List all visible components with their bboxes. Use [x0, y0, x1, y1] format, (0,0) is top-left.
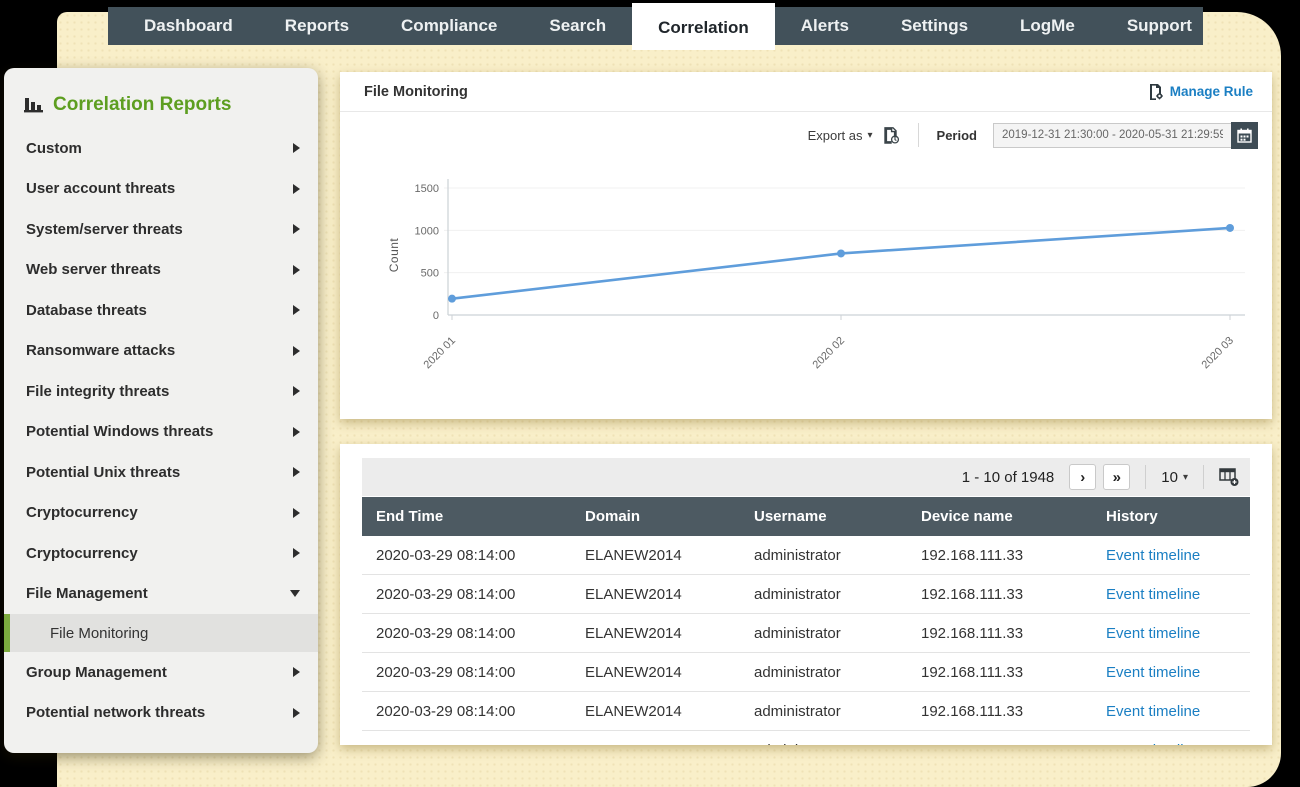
- chevron-right-icon: [293, 707, 300, 718]
- pagination-range: 1 - 10 of 1948: [961, 468, 1055, 486]
- table-row: 2020-03-29 08:14:00 ELANEW2014 administr…: [362, 575, 1250, 614]
- sidebar-item-web-server-threats[interactable]: Web server threats: [4, 250, 318, 291]
- chevron-right-icon: [293, 507, 300, 518]
- rule-settings-icon: [1149, 83, 1163, 100]
- next-page-button[interactable]: ›: [1069, 464, 1097, 490]
- report-table-panel: 1 - 10 of 1948 › » 10 ▾ End Time Domain …: [340, 444, 1272, 745]
- tab-reports[interactable]: Reports: [284, 16, 350, 35]
- chevron-right-icon: [293, 467, 300, 478]
- chevron-right-icon: [293, 143, 300, 154]
- period-range-input[interactable]: [993, 122, 1231, 148]
- table-row: 2020-03-29 08:14:00 ELANEW2014 administr…: [362, 653, 1250, 692]
- tab-logme[interactable]: LogMe: [1020, 16, 1075, 35]
- sidebar-item-system-server-threats[interactable]: System/server threats: [4, 209, 318, 250]
- bar-chart-icon: [24, 98, 43, 113]
- report-chart-panel: File Monitoring Manage Rule Export as ▾: [340, 72, 1272, 419]
- column-header-end-time: End Time: [376, 508, 444, 525]
- sidebar-item-cryptocurrency-2[interactable]: Cryptocurrency: [4, 533, 318, 574]
- sidebar-item-potential-unix-threats[interactable]: Potential Unix threats: [4, 452, 318, 493]
- manage-rule-label: Manage Rule: [1169, 84, 1253, 99]
- period-label: Period: [936, 127, 977, 143]
- calendar-icon: [1237, 128, 1252, 143]
- tab-settings[interactable]: Settings: [900, 16, 969, 35]
- trend-chart: 0 500 1000 1500 2020 01 2020 02 2020 03 Count: [387, 179, 1245, 372]
- sidebar-item-potential-windows-threats[interactable]: Potential Windows threats: [4, 412, 318, 453]
- column-header-username: Username: [754, 508, 827, 525]
- add-column-button[interactable]: [1219, 467, 1240, 487]
- column-header-history: History: [1106, 508, 1158, 525]
- schedule-export-icon[interactable]: [883, 126, 900, 144]
- chevron-right-icon: [293, 264, 300, 275]
- event-timeline-link[interactable]: Event timeline: [1106, 663, 1201, 681]
- chevron-down-icon: [290, 590, 300, 598]
- sidebar-item-potential-network-threats[interactable]: Potential network threats: [4, 693, 318, 734]
- chevron-right-icon: [293, 386, 300, 397]
- svg-text:1500: 1500: [415, 183, 439, 195]
- table-header-row: End Time Domain Username Device name His…: [362, 497, 1250, 536]
- sidebar-item-file-monitoring-selected[interactable]: File Monitoring: [4, 614, 318, 652]
- chevron-right-icon: [293, 183, 300, 194]
- sidebar-item-user-account-threats[interactable]: User account threats: [4, 169, 318, 210]
- svg-text:1000: 1000: [415, 225, 439, 237]
- svg-text:2020 02: 2020 02: [811, 335, 848, 372]
- tab-compliance[interactable]: Compliance: [401, 16, 498, 35]
- chevron-right-icon: [293, 426, 300, 437]
- table-row: 2020-03-29 08:14:00 ELANEW2014 administr…: [362, 614, 1250, 653]
- chevron-right-icon: [293, 305, 300, 316]
- event-timeline-link[interactable]: Event timeline: [1106, 585, 1201, 603]
- svg-text:Count: Count: [387, 238, 401, 273]
- chevron-down-icon: ▾: [867, 129, 873, 141]
- event-timeline-link[interactable]: Event timeline: [1106, 546, 1201, 564]
- table-row: 2020-03-29 08:14:00 ELANEW2014 administr…: [362, 536, 1250, 575]
- correlation-sidebar: Correlation Reports Custom User account …: [4, 68, 318, 753]
- chevron-right-icon: [293, 224, 300, 235]
- chevron-right-icon: [293, 667, 300, 678]
- table-toolbar: 1 - 10 of 1948 › » 10 ▾: [362, 458, 1250, 496]
- table-row-partial: 2020-03-29 08:14:00 ELANEW2014 administr…: [362, 731, 1250, 746]
- sidebar-item-group-management[interactable]: Group Management: [4, 652, 318, 693]
- divider: [1203, 465, 1204, 489]
- tab-dashboard[interactable]: Dashboard: [144, 16, 233, 35]
- sidebar-title: Correlation Reports: [24, 94, 298, 116]
- report-title: File Monitoring: [364, 83, 468, 100]
- sidebar-item-cryptocurrency-1[interactable]: Cryptocurrency: [4, 493, 318, 534]
- tab-search[interactable]: Search: [549, 16, 607, 35]
- manage-rule-link[interactable]: Manage Rule: [1149, 83, 1253, 100]
- tab-support[interactable]: Support: [1126, 16, 1192, 35]
- event-timeline-link[interactable]: Event timeline: [1092, 742, 1250, 746]
- svg-text:0: 0: [433, 310, 439, 322]
- column-header-domain: Domain: [585, 508, 641, 525]
- last-page-button[interactable]: »: [1103, 464, 1131, 490]
- page-size-dropdown[interactable]: 10 ▾: [1161, 468, 1188, 486]
- double-chevron-right-icon: »: [1112, 468, 1121, 486]
- sidebar-title-label: Correlation Reports: [53, 94, 232, 115]
- sidebar-item-custom[interactable]: Custom: [4, 128, 318, 169]
- svg-text:500: 500: [421, 268, 439, 280]
- svg-text:2020 03: 2020 03: [1200, 335, 1237, 372]
- tab-correlation[interactable]: Correlation: [632, 3, 775, 50]
- export-as-dropdown[interactable]: Export as ▾: [807, 127, 873, 143]
- top-navigation: Dashboard Reports Compliance Search Corr…: [108, 3, 1203, 50]
- tab-alerts[interactable]: Alerts: [800, 16, 849, 35]
- column-header-device-name: Device name: [921, 508, 1013, 525]
- add-column-icon: [1219, 467, 1239, 486]
- sidebar-item-file-management[interactable]: File Management: [4, 574, 318, 615]
- sidebar-item-ransomware-attacks[interactable]: Ransomware attacks: [4, 331, 318, 372]
- chevron-down-icon: ▾: [1182, 471, 1188, 483]
- chevron-right-icon: [293, 548, 300, 559]
- chevron-right-icon: [293, 345, 300, 356]
- table-row: 2020-03-29 08:14:00 ELANEW2014 administr…: [362, 692, 1250, 731]
- calendar-button[interactable]: [1231, 121, 1258, 149]
- chevron-right-icon: ›: [1080, 468, 1086, 486]
- event-timeline-link[interactable]: Event timeline: [1106, 624, 1201, 642]
- event-timeline-link[interactable]: Event timeline: [1106, 702, 1201, 720]
- divider: [1145, 465, 1147, 489]
- sidebar-item-database-threats[interactable]: Database threats: [4, 290, 318, 331]
- divider: [917, 123, 919, 147]
- svg-text:2020 01: 2020 01: [422, 335, 459, 372]
- sidebar-item-file-integrity-threats[interactable]: File integrity threats: [4, 371, 318, 412]
